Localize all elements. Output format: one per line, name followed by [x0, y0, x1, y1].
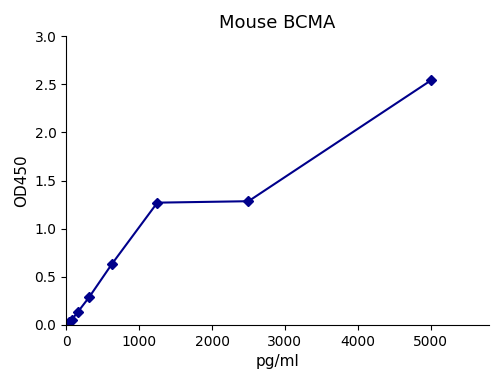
Title: Mouse BCMA: Mouse BCMA — [219, 14, 336, 32]
X-axis label: pg/ml: pg/ml — [256, 354, 299, 369]
Y-axis label: OD450: OD450 — [14, 154, 29, 207]
